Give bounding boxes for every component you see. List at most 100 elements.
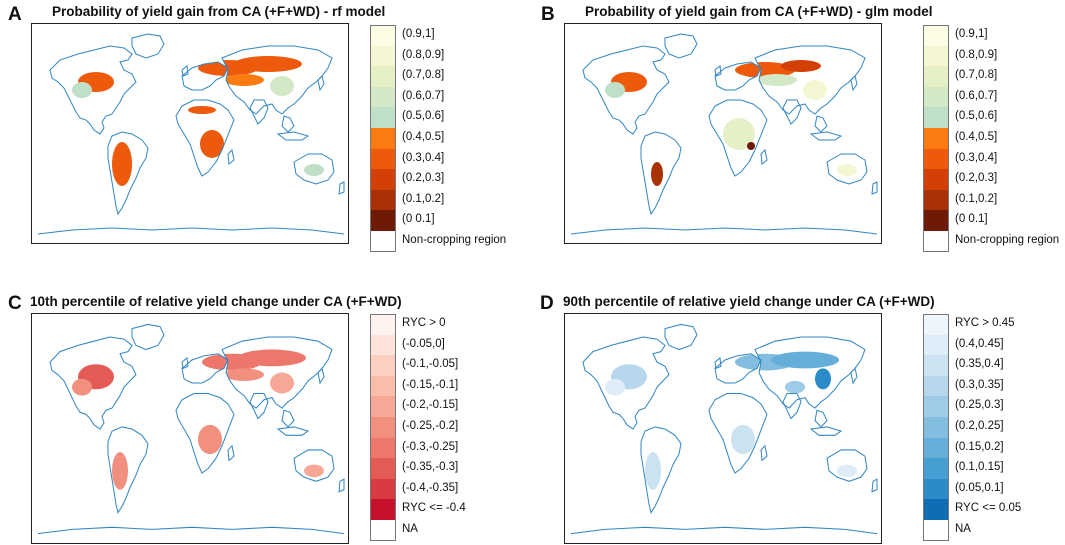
legend-swatch xyxy=(370,499,396,520)
legend-label: Non-cropping region xyxy=(402,233,507,246)
crop-region xyxy=(188,106,216,114)
crop-region xyxy=(304,464,324,478)
crop-region xyxy=(112,452,128,490)
legend-label: (-0.3,-0.25] xyxy=(402,440,459,453)
world-map xyxy=(564,23,882,244)
legend-swatch xyxy=(923,25,949,46)
panel-d: D 90th percentile of relative yield chan… xyxy=(533,290,1065,545)
coastline-antarctica xyxy=(570,526,878,535)
panel-c: C 10th percentile of relative yield chan… xyxy=(0,290,532,545)
panel-title: Probability of yield gain from CA (+F+WD… xyxy=(585,4,933,19)
coastline-north-america xyxy=(582,336,670,430)
crop-region xyxy=(735,62,795,78)
legend-label: (0.5,0.6] xyxy=(402,110,445,123)
legend-swatch xyxy=(923,230,949,252)
legend-swatch xyxy=(370,458,396,479)
legend-swatch xyxy=(370,396,396,417)
world-map xyxy=(31,313,349,544)
coastline-uk xyxy=(181,65,189,77)
legend-label: (-0.2,-0.15] xyxy=(402,399,459,412)
legend-swatch xyxy=(370,148,396,170)
crop-region-layer xyxy=(605,351,857,490)
legend-swatch xyxy=(923,148,949,170)
world-map xyxy=(31,23,349,244)
crop-region xyxy=(771,351,839,369)
legend-swatch xyxy=(370,437,396,459)
panel-letter: B xyxy=(541,4,555,25)
crop-region xyxy=(731,424,755,455)
legend-swatch xyxy=(370,478,396,500)
coastline-europe xyxy=(181,353,229,384)
legend-swatch xyxy=(923,478,949,500)
coastline-indonesia xyxy=(809,131,843,141)
legend-swatch xyxy=(370,314,396,335)
legend-swatch xyxy=(923,189,949,211)
coastline-asia xyxy=(221,45,333,115)
crop-region xyxy=(72,378,92,396)
coastline-australia xyxy=(826,153,868,185)
coastline-australia xyxy=(293,153,335,185)
crop-region xyxy=(238,349,306,367)
legend-label: (0.1,0.2] xyxy=(402,192,445,205)
legend-label: (0.1,0.15] xyxy=(955,461,1004,474)
crop-region xyxy=(785,380,805,394)
coastline-europe xyxy=(181,61,229,91)
legend-label: (-0.35,-0.3] xyxy=(402,461,459,474)
crop-region xyxy=(72,82,92,98)
coastline-greenland xyxy=(131,33,165,59)
crop-region xyxy=(270,76,294,96)
coastline-india xyxy=(249,99,269,125)
legend-swatch xyxy=(370,210,396,231)
legend-swatch xyxy=(370,230,396,252)
legend-swatch xyxy=(370,375,396,397)
legend-label: (-0.25,-0.2] xyxy=(402,419,459,432)
coastline-africa xyxy=(708,392,768,474)
coastline-asia xyxy=(221,336,333,409)
crop-region xyxy=(837,464,857,478)
coastline-indonesia xyxy=(809,426,843,436)
legend-swatch xyxy=(370,25,396,46)
coastline-asia xyxy=(754,45,866,115)
coastline-india xyxy=(782,392,802,420)
legend-swatch xyxy=(923,314,949,335)
legend-swatch xyxy=(923,519,949,541)
legend-swatch xyxy=(370,416,396,438)
legend-label: (0.6,0.7] xyxy=(402,89,445,102)
legend-swatch xyxy=(923,437,949,459)
coastline-india xyxy=(249,392,269,420)
crop-region xyxy=(803,80,827,100)
legend-label: (-0.4,-0.35] xyxy=(402,481,459,494)
coastline-india xyxy=(782,99,802,125)
crop-region xyxy=(270,372,294,394)
coastline-antarctica xyxy=(37,227,345,235)
coastline-southeast-asia xyxy=(281,409,295,428)
legend-swatch xyxy=(923,127,949,149)
coastline-madagascar xyxy=(760,148,768,165)
panel-title: 90th percentile of relative yield change… xyxy=(563,294,935,309)
crop-region xyxy=(605,378,625,396)
panel-letter: A xyxy=(8,4,22,25)
legend-label: (0.9,1] xyxy=(402,28,435,40)
crop-region xyxy=(757,74,797,86)
legend-label: Non-cropping region xyxy=(955,233,1060,246)
legend-swatch xyxy=(370,334,396,356)
legend-label: (0.1,0.2] xyxy=(955,192,998,205)
legend-label: (-0.1,-0.05] xyxy=(402,358,459,371)
coastline-south-america xyxy=(640,426,682,514)
crop-region xyxy=(224,74,264,86)
coastline-japan xyxy=(850,75,858,92)
coastline-indonesia xyxy=(276,426,310,436)
coastline-indonesia xyxy=(276,131,310,141)
coastline-japan xyxy=(317,367,325,385)
legend-label: NA xyxy=(955,522,971,535)
coastline-greenland xyxy=(664,323,698,351)
crop-region xyxy=(723,118,755,150)
legend-label: (0.4,0.5] xyxy=(955,130,998,143)
legend-label: (0.9,1] xyxy=(955,28,988,40)
crop-region xyxy=(651,162,663,186)
crop-region xyxy=(224,368,264,381)
legend-swatch xyxy=(370,189,396,211)
legend-label: NA xyxy=(402,522,418,535)
legend-swatch xyxy=(923,334,949,356)
coastline-north-america xyxy=(582,45,670,135)
